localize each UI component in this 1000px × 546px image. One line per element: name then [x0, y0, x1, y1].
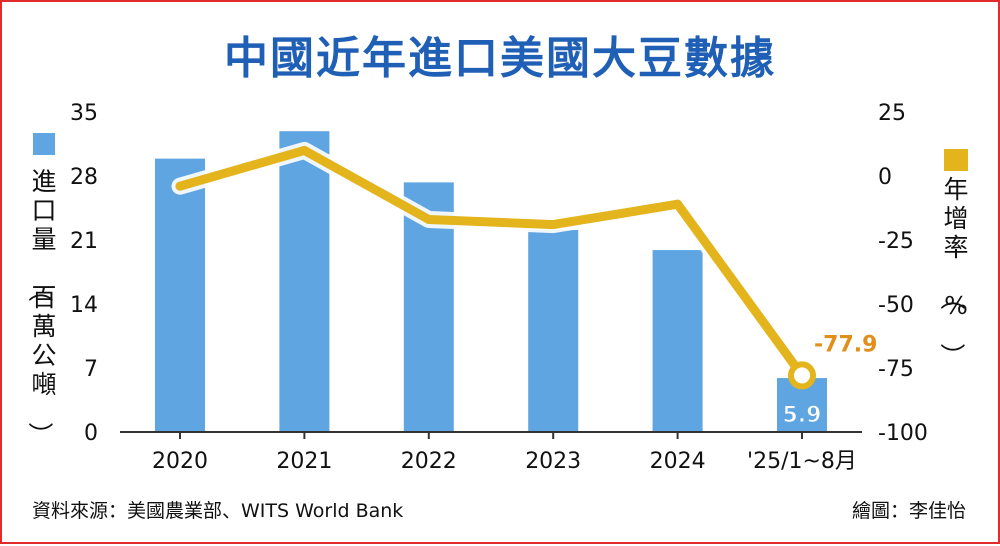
- bar-1: [155, 158, 205, 432]
- line-point-2: [299, 145, 309, 155]
- graphic-credit: 繪圖：李佳怡: [851, 500, 966, 522]
- right-axis-title: 年增率（%）: [937, 175, 968, 368]
- source-note: 資料來源：美國農業部、WITS World Bank: [32, 500, 404, 522]
- left-tick-label: 35: [70, 101, 98, 126]
- series-line: [175, 145, 807, 380]
- bar-2: [279, 131, 330, 432]
- line-point-3: [424, 215, 434, 225]
- bar-legend-swatch: [33, 133, 55, 155]
- line-point-1: [175, 181, 185, 191]
- right-tick-label: -75: [878, 357, 914, 382]
- left-axis-title: 進口量（百萬公噸）: [25, 167, 56, 447]
- left-tick-label: 0: [84, 421, 98, 446]
- line-point-4: [548, 220, 558, 230]
- right-tick-label: -50: [878, 293, 914, 318]
- left-tick-label: 28: [70, 165, 98, 190]
- line-point-highlight: [788, 361, 816, 390]
- right-tick-label: 0: [878, 165, 892, 190]
- x-tick-label: '25/1~8月: [747, 449, 857, 474]
- x-tick-label: 2023: [525, 449, 581, 474]
- line-legend-swatch: [944, 149, 968, 171]
- bar-4: [528, 229, 579, 432]
- bar-5: [652, 250, 703, 432]
- left-tick-label: 21: [70, 229, 98, 254]
- series-line-halo: [171, 141, 811, 384]
- bar-value-label: 5.9: [783, 403, 822, 428]
- x-tick-label: 2022: [401, 449, 457, 474]
- line-value-label: -77.9: [814, 332, 877, 357]
- x-tick-label: 2020: [152, 449, 208, 474]
- left-tick-label: 14: [70, 293, 98, 318]
- left-tick-label: 7: [84, 357, 98, 382]
- line-point-5: [673, 199, 683, 209]
- chart-title: 中國近年進口美國大豆數據: [224, 33, 776, 84]
- right-tick-label: -25: [878, 229, 914, 254]
- right-tick-label: 25: [878, 101, 906, 126]
- x-tick-label: 2024: [650, 449, 706, 474]
- right-tick-label: -100: [878, 421, 928, 446]
- x-tick-label: 2021: [276, 449, 332, 474]
